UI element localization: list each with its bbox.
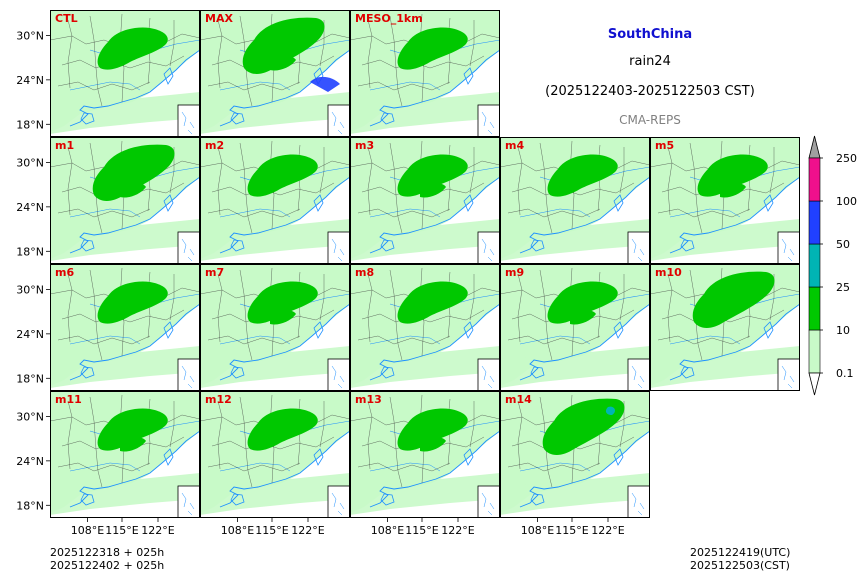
colorbar-segment [808,200,821,245]
lon-tick-label: 115°E [555,524,588,537]
panel-label: m3 [355,139,374,152]
panel-label: m8 [355,266,374,279]
colorbar-level-label: 25 [836,281,850,294]
colorbar-over-arrow [808,135,821,159]
panel-label: m1 [55,139,74,152]
panel-label: MAX [205,12,233,25]
lon-tick-label: 122°E [141,524,174,537]
lon-tick-label: 115°E [255,524,288,537]
panel-label: m13 [355,393,382,406]
lat-tick-label: 30°N [16,29,44,42]
map-panel-m6: m6 [50,264,200,391]
panel-label: m14 [505,393,532,406]
panel-label: m11 [55,393,82,406]
panel-label: m7 [205,266,224,279]
map-panel-m3: m3 [350,137,500,264]
colorbar-level-label: 0.1 [836,367,854,380]
variable-title: rain24 [629,54,671,69]
lat-tick-label: 24°N [16,201,44,214]
lat-tick-label: 30°N [16,283,44,296]
lon-tick-label: 122°E [441,524,474,537]
map-panel-m13: m13 [350,391,500,518]
panel-label: m12 [205,393,232,406]
lat-tick-label: 24°N [16,74,44,87]
lat-tick-label: 18°N [16,245,44,258]
colorbar-level-label: 250 [836,152,857,165]
period-title: (2025122403-2025122503 CST) [545,84,755,99]
lat-tick-label: 30°N [16,410,44,423]
colorbar-segment [808,157,821,202]
lon-tick-label: 108°E [221,524,254,537]
lon-tick-label: 115°E [105,524,138,537]
colorbar-segment [808,329,821,374]
panel-label: MESO_1km [355,12,423,25]
init-time-cst: 2025122402 + 025h [50,559,165,572]
lon-tick-label: 108°E [371,524,404,537]
init-time-utc: 2025122318 + 025h [50,546,165,559]
region-title: SouthChina [607,27,693,42]
lat-tick-label: 24°N [16,328,44,341]
lat-tick-label: 24°N [16,455,44,468]
map-panel-m1: m1 [50,137,200,264]
lat-tick-label: 18°N [16,372,44,385]
map-panel-m4: m4 [500,137,650,264]
colorbar-under-arrow [808,372,821,396]
panel-label: m9 [505,266,524,279]
map-panel-m10: m10 [650,264,800,391]
colorbar-level-label: 100 [836,195,857,208]
lat-tick-label: 18°N [16,118,44,131]
model-title: CMA-REPS [619,113,681,127]
map-panel-m7: m7 [200,264,350,391]
panel-label: m6 [55,266,74,279]
lon-tick-label: 115°E [405,524,438,537]
panels-layer: CTL MAX MESO_1km m1 m2 m3 m4 m5 m6 m7 m8 m9 m10 m11 m1… [50,10,800,518]
lon-tick-label: 122°E [291,524,324,537]
map-panel-m12: m12 [200,391,350,518]
map-panel-m2: m2 [200,137,350,264]
map-panel-m14: m14 [500,391,650,518]
colorbar-level-label: 10 [836,324,850,337]
map-panel-m8: m8 [350,264,500,391]
panel-label: m2 [205,139,224,152]
map-panel-m11: m11 [50,391,200,518]
panel-label: m4 [505,139,524,152]
lon-tick-label: 122°E [591,524,624,537]
lat-tick-label: 30°N [16,156,44,169]
map-panel-m5: m5 [650,137,800,264]
map-panel-MESO_1km: MESO_1km [350,10,500,137]
colorbar-segment [808,286,821,331]
colorbar-segment [808,243,821,288]
panel-label: CTL [55,12,78,25]
colorbar: 0.1 10 25 50 100 250 [808,135,857,396]
lon-tick-label: 108°E [71,524,104,537]
map-panel-CTL: CTL [50,10,200,137]
lat-tick-label: 18°N [16,499,44,512]
valid-time-utc: 2025122419(UTC) [690,546,791,559]
valid-time-cst: 2025122503(CST) [690,559,790,572]
axes-layer: 30°N 24°N 18°N 30°N 24°N 18°N 30°N 24°N 18°N 30°N… [16,29,625,537]
map-panel-MAX: MAX [200,10,350,137]
panel-label: m10 [655,266,682,279]
colorbar-level-label: 50 [836,238,850,251]
lon-tick-label: 108°E [521,524,554,537]
map-panel-m9: m9 [500,264,650,391]
panel-label: m5 [655,139,674,152]
